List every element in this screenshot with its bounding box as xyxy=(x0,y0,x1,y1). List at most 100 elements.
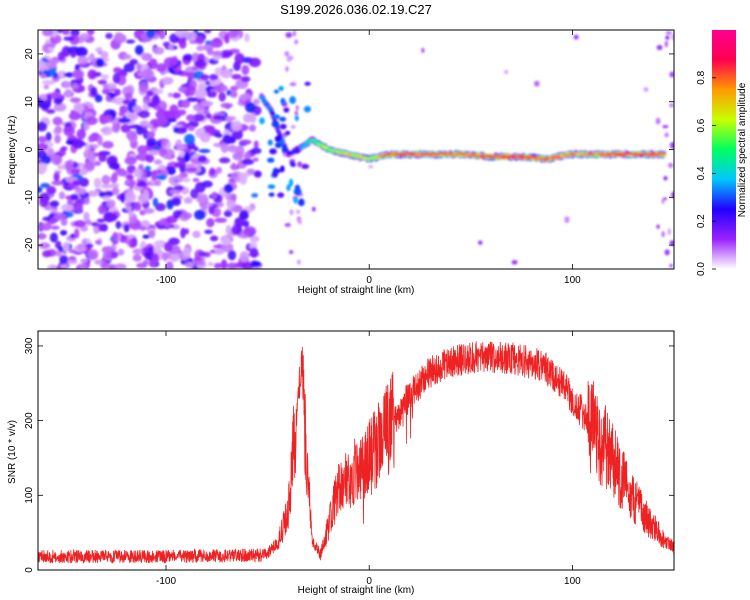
heatmap-cell xyxy=(200,132,211,143)
heatmap-cell xyxy=(195,35,205,45)
heatmap-cell xyxy=(209,73,219,81)
heatmap-cell xyxy=(156,169,163,175)
heatmap-cell xyxy=(165,215,178,224)
heatmap-cell xyxy=(206,48,214,56)
heatmap-cell xyxy=(184,85,197,97)
heatmap-cell xyxy=(185,167,198,172)
heatmap-cell xyxy=(91,144,99,149)
heatmap-cell xyxy=(114,263,127,269)
heatmap-cell xyxy=(153,159,163,165)
heatmap-cell xyxy=(151,95,161,106)
heatmap-cell xyxy=(112,231,119,243)
heatmap-cell xyxy=(144,252,150,260)
heatmap-cell xyxy=(158,30,166,40)
spectrogram-y-axis-label: Frequency (Hz) xyxy=(7,116,18,185)
heatmap-cell xyxy=(72,69,85,80)
heatmap-cell xyxy=(50,91,61,101)
heatmap-cell xyxy=(268,192,275,197)
heatmap-cell xyxy=(129,113,139,120)
heatmap-cell xyxy=(226,262,239,269)
heatmap-cell xyxy=(273,114,280,120)
heatmap-cell xyxy=(133,168,143,178)
heatmap-cell xyxy=(114,88,121,97)
heatmap-cell xyxy=(123,192,137,203)
heatmap-cell xyxy=(94,160,102,167)
heatmap-cell xyxy=(165,166,175,171)
heatmap-cell xyxy=(146,131,156,139)
heatmap-cell xyxy=(72,180,83,186)
heatmap-cell xyxy=(51,155,63,166)
heatmap-cell xyxy=(139,120,150,127)
heatmap-cell xyxy=(289,96,296,105)
heatmap-cell xyxy=(288,153,294,155)
heatmap-cell xyxy=(83,211,90,222)
heatmap-cell xyxy=(643,87,649,92)
heatmap-cell xyxy=(65,161,72,172)
heatmap-cell xyxy=(533,80,540,87)
heatmap-cell xyxy=(297,259,301,265)
heatmap-cell xyxy=(295,104,299,111)
heatmap-cell xyxy=(267,157,275,163)
heatmap-cell xyxy=(295,209,301,214)
snr-y-tick-label: 300 xyxy=(24,337,35,354)
spectrogram-x-tick-label: -100 xyxy=(156,275,176,286)
heatmap-cell xyxy=(233,129,243,140)
heatmap-cell xyxy=(117,248,125,256)
heatmap-cell xyxy=(76,263,89,269)
heatmap-cell xyxy=(664,249,670,256)
heatmap-cell xyxy=(670,33,674,41)
heatmap-cell xyxy=(166,199,174,210)
heatmap-cell xyxy=(46,94,52,105)
heatmap-cell xyxy=(118,117,131,124)
heatmap-cell xyxy=(70,168,81,175)
colorbar-tick-label: 0.6 xyxy=(696,118,707,132)
heatmap-cell xyxy=(190,188,199,199)
heatmap-cell xyxy=(669,263,673,268)
heatmap-cell xyxy=(281,145,288,153)
heatmap-cell xyxy=(124,92,133,100)
heatmap-cell xyxy=(381,155,386,158)
heatmap-cell xyxy=(58,246,64,252)
heatmap-cell xyxy=(290,151,296,154)
heatmap-cell xyxy=(231,224,242,235)
heatmap-cell xyxy=(102,141,114,149)
heatmap-cell xyxy=(192,113,205,122)
heatmap-cell xyxy=(38,59,44,69)
heatmap-cell xyxy=(76,128,87,140)
heatmap-cell xyxy=(113,33,127,44)
heatmap-cell xyxy=(63,36,75,41)
heatmap-cell xyxy=(63,125,75,137)
heatmap-cell xyxy=(123,223,130,233)
snr-panel: -100 0 100 0 100 200 300 Height of straight li… xyxy=(7,330,675,596)
heatmap-cell xyxy=(72,138,84,149)
heatmap-cell xyxy=(211,191,218,200)
heatmap-cell xyxy=(274,135,282,143)
heatmap-cell xyxy=(119,105,129,114)
heatmap-cell xyxy=(220,85,228,92)
heatmap-cell xyxy=(303,105,311,113)
heatmap-cell xyxy=(88,135,95,143)
heatmap-cell xyxy=(214,217,227,223)
heatmap-cell xyxy=(125,205,132,211)
heatmap-cell xyxy=(182,247,191,257)
heatmap-cell xyxy=(471,154,477,156)
heatmap-cell xyxy=(59,255,69,265)
heatmap-cell xyxy=(294,115,299,122)
heatmap-cell xyxy=(136,126,144,135)
heatmap-cell xyxy=(52,116,63,126)
heatmap-cell xyxy=(248,57,261,68)
heatmap-cell xyxy=(104,212,118,222)
heatmap-cell xyxy=(154,179,162,187)
heatmap-cell xyxy=(38,121,48,132)
heatmap-cell xyxy=(201,180,213,188)
heatmap-cell xyxy=(223,210,233,218)
heatmap-cell xyxy=(57,51,66,61)
heatmap-cell xyxy=(252,98,260,105)
heatmap-cell xyxy=(213,115,223,120)
heatmap-cell xyxy=(267,139,273,146)
heatmap-cell xyxy=(136,262,148,269)
heatmap-cell xyxy=(276,130,281,133)
heatmap-cell xyxy=(370,158,375,160)
heatmap-cell xyxy=(218,91,226,102)
heatmap-cell xyxy=(169,252,180,263)
